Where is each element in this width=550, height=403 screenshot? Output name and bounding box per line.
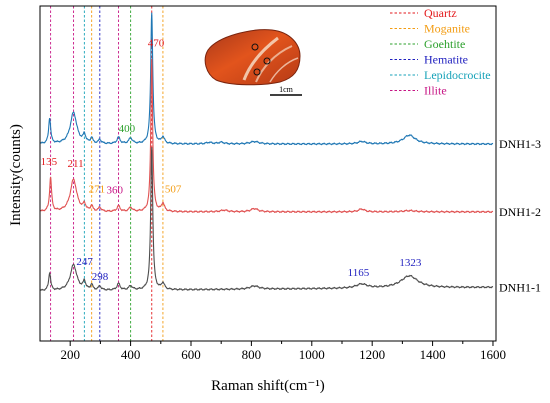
x-tick-label: 1600: [480, 347, 506, 362]
series-label: DNH1-1: [499, 280, 541, 294]
sampling-spot: [263, 57, 271, 65]
peak-label: 135: [41, 156, 58, 168]
peak-label: 298: [92, 271, 109, 283]
x-tick-label: 200: [60, 347, 80, 362]
plot-frame: [39, 5, 497, 342]
x-tick-label: 1000: [299, 347, 325, 362]
y-axis-label: Intensity(counts): [8, 124, 24, 226]
agate-band: [269, 57, 299, 83]
spectrum-line-dnh1-1: [40, 147, 494, 291]
spectrum-line-dnh1-3: [40, 12, 494, 146]
legend-label: Quartz: [424, 6, 457, 20]
sampling-spot: [253, 68, 261, 76]
x-tick-label: 1200: [359, 347, 385, 362]
legend-label: Illite: [424, 84, 447, 98]
x-axis-label: Raman shift(cm⁻¹): [211, 378, 325, 394]
peak-label: 360: [107, 184, 124, 196]
x-tick-label: 400: [121, 347, 141, 362]
x-tick-label: 600: [181, 347, 201, 362]
x-tick-label: 800: [242, 347, 262, 362]
legend-label: Hematite: [424, 53, 468, 67]
peak-label: 507: [165, 183, 182, 195]
sample-photo: [204, 29, 301, 86]
peak-label: 247: [76, 256, 93, 268]
legend-label: Lepidocrocite: [424, 68, 491, 82]
sampling-spot: [251, 43, 259, 51]
peak-label: 211: [68, 158, 84, 170]
spectrum-line-dnh1-2: [40, 58, 494, 214]
series-label: DNH1-2: [499, 205, 541, 219]
peak-label: 400: [119, 123, 136, 135]
scale-label: 1cm: [279, 85, 294, 94]
x-tick-label: 1400: [420, 347, 446, 362]
peak-label: 1323: [399, 257, 422, 269]
legend-label: Moganite: [424, 22, 470, 36]
peak-label: 470: [148, 38, 165, 50]
peak-label: 271: [89, 184, 106, 196]
agate-band: [242, 36, 279, 81]
legend-label: Goehtite: [424, 37, 465, 51]
series-label: DNH1-3: [499, 137, 541, 151]
peak-label: 1165: [348, 267, 370, 279]
